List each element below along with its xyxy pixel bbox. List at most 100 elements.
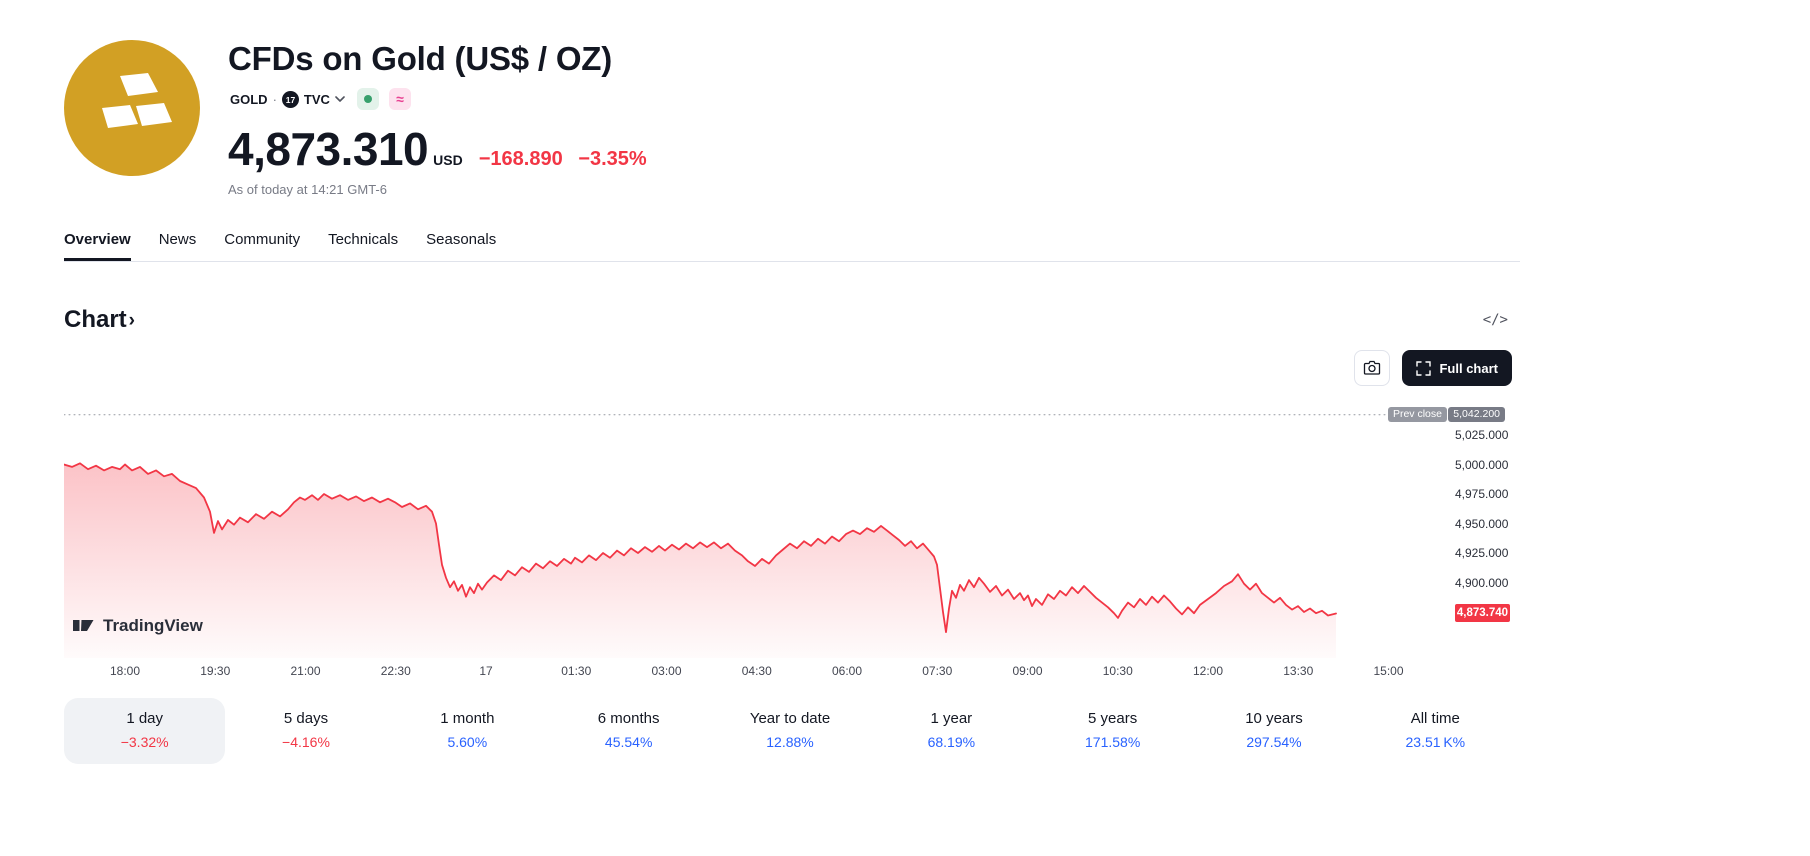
- range-change-value: 171.58%: [1085, 734, 1141, 750]
- tradingview-logo-icon: [73, 620, 94, 631]
- range-label: 1 year: [930, 710, 973, 727]
- range-change-value: 23.51 K%: [1405, 734, 1466, 750]
- x-axis-label: 09:00: [1012, 664, 1043, 678]
- tab-seasonals[interactable]: Seasonals: [426, 225, 496, 261]
- price-row: 4,873.310 USD −168.890 −3.35%: [228, 122, 647, 176]
- x-axis-label: 22:30: [380, 664, 411, 678]
- range-label: 1 month: [440, 710, 495, 727]
- exchange-name: TVC: [303, 91, 330, 107]
- range-5-years[interactable]: 5 years 171.58%: [1032, 698, 1193, 764]
- last-price-tag: 4,873.740: [1455, 604, 1510, 623]
- embed-code-icon[interactable]: </>: [1482, 312, 1508, 328]
- chart-section-title[interactable]: Chart ›: [64, 306, 135, 334]
- chevron-right-icon: ›: [128, 310, 135, 331]
- y-axis-label: 5,025.000: [1455, 428, 1509, 442]
- approx-icon: ≈: [396, 91, 404, 107]
- x-axis-label: 06:00: [831, 664, 863, 678]
- range-all-time[interactable]: All time 23.51 K%: [1355, 698, 1516, 764]
- market-status-badge[interactable]: [356, 88, 379, 110]
- y-axis-label: 4,900.000: [1455, 575, 1509, 590]
- range-6-months[interactable]: 6 months 45.54%: [548, 698, 709, 764]
- range-1-year[interactable]: 1 year 68.19%: [871, 698, 1032, 764]
- range-5-days[interactable]: 5 days −4.16%: [225, 698, 386, 764]
- price-change-percent: −3.35%: [578, 148, 647, 170]
- gold-bars-icon: [102, 73, 172, 128]
- snapshot-button[interactable]: [1354, 350, 1391, 386]
- range-change-value: −4.16%: [282, 734, 330, 750]
- range-10-years[interactable]: 10 years 297.54%: [1193, 698, 1354, 764]
- range-1-month[interactable]: 1 month 5.60%: [387, 698, 548, 764]
- x-axis-label: 15:00: [1373, 664, 1404, 678]
- page-tabs: Overview News Community Technicals Seaso…: [64, 225, 1520, 262]
- range-label: 5 days: [283, 710, 329, 727]
- current-price: 4,873.310: [228, 123, 429, 175]
- symbol-ticker: GOLD: [230, 91, 268, 107]
- x-axis-label: 18:00: [109, 664, 141, 678]
- watermark-text: TradingView: [103, 615, 203, 635]
- range-change-value: 45.54%: [604, 734, 653, 750]
- price-chart[interactable]: 5,025.000 5,000.000 4,975.000 4,950.000 …: [64, 406, 1520, 658]
- tab-overview[interactable]: Overview: [64, 225, 131, 261]
- symbol-header: CFDs on Gold (US$ / OZ) GOLD · 17 TVC: [64, 0, 1520, 197]
- period-range-selector: 1 day −3.32% 5 days −4.16% 1 month 5.60%…: [64, 698, 1516, 764]
- x-axis-label: 04:30: [741, 664, 772, 678]
- as-of-timestamp: As of today at 14:21 GMT-6: [228, 182, 387, 197]
- svg-text:17: 17: [286, 94, 296, 104]
- page-content: CFDs on Gold (US$ / OZ) GOLD · 17 TVC: [64, 0, 1520, 764]
- full-chart-label: Full chart: [1439, 360, 1498, 376]
- range-label: 6 months: [597, 710, 660, 727]
- range-change-value: 12.88%: [766, 734, 814, 750]
- x-axis-label: 10:30: [1102, 664, 1133, 678]
- tradingview-watermark: TradingView: [72, 614, 203, 637]
- market-open-dot-icon: [363, 95, 372, 103]
- range-label: Year to date: [749, 710, 831, 727]
- x-axis-label: 03:00: [651, 664, 682, 678]
- chart-canvas: [64, 414, 1454, 658]
- range-year-to-date[interactable]: Year to date 12.88%: [709, 698, 870, 764]
- range-change-value: 5.60%: [447, 734, 488, 750]
- tab-technicals[interactable]: Technicals: [328, 225, 398, 261]
- chart-section-header: Chart › </>: [64, 306, 1520, 334]
- y-axis-label: 4,925.000: [1455, 546, 1509, 560]
- range-label: 10 years: [1245, 710, 1303, 727]
- range-change-value: −3.32%: [120, 734, 169, 750]
- y-axis-label: 5,000.000: [1455, 457, 1509, 472]
- range-label: All time: [1410, 710, 1460, 727]
- x-axis-label: 01:30: [561, 664, 592, 678]
- prev-close-value: 5,042.200: [1448, 406, 1505, 422]
- x-axis-label: 21:00: [290, 664, 321, 678]
- camera-icon: [1364, 360, 1381, 375]
- symbol-row: GOLD · 17 TVC: [228, 88, 647, 110]
- full-chart-button[interactable]: Full chart: [1402, 350, 1512, 386]
- prev-close-label: Prev close: [1387, 406, 1447, 422]
- range-change-value: 68.19%: [927, 734, 976, 750]
- x-axis-label: 13:30: [1283, 664, 1314, 678]
- range-label: 1 day: [126, 710, 164, 727]
- chart-toolbar: Full chart: [64, 350, 1520, 386]
- cfd-badge[interactable]: ≈: [388, 88, 411, 110]
- price-change-absolute: −168.890: [478, 148, 563, 170]
- chevron-down-icon: [335, 96, 345, 102]
- range-1-day[interactable]: 1 day −3.32%: [64, 698, 226, 764]
- currency-label: USD: [433, 152, 463, 168]
- price-area-fill: [64, 463, 1336, 658]
- symbol-switcher-button[interactable]: GOLD · 17 TVC: [228, 89, 347, 110]
- x-axis-label: 12:00: [1192, 664, 1224, 678]
- tab-news[interactable]: News: [159, 225, 197, 261]
- x-axis: 18:00 19:30 21:00 22:30 17 01:30 03:00 0…: [64, 660, 1520, 682]
- price-change: −168.890 −3.35%: [479, 148, 647, 171]
- tab-community[interactable]: Community: [224, 225, 300, 261]
- range-label: 5 years: [1088, 710, 1138, 727]
- chart-heading-text: Chart: [64, 306, 127, 333]
- x-axis-label: 19:30: [200, 664, 231, 678]
- x-axis-label: 17: [479, 664, 493, 678]
- range-change-value: 297.54%: [1246, 734, 1302, 750]
- symbol-logo: [64, 40, 200, 176]
- symbol-separator: ·: [272, 91, 277, 107]
- tradingview-exchange-icon: 17: [281, 90, 299, 108]
- x-axis-label: 07:30: [922, 664, 953, 678]
- page-title: CFDs on Gold (US$ / OZ): [228, 40, 613, 77]
- y-axis-label: 4,950.000: [1455, 516, 1509, 531]
- fullscreen-icon: [1416, 360, 1432, 376]
- price-line: [64, 462, 1337, 633]
